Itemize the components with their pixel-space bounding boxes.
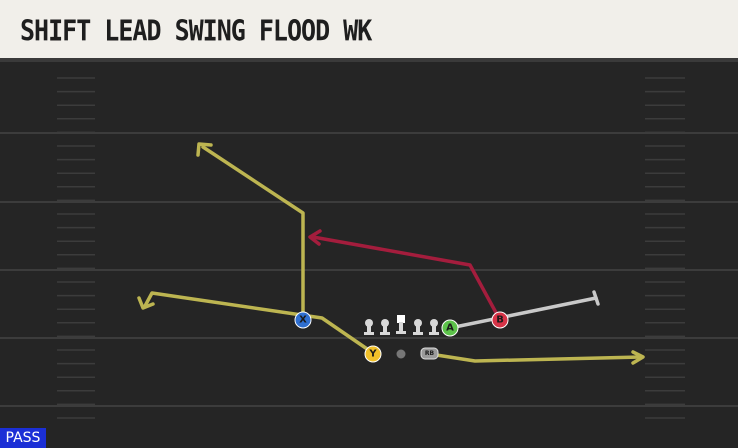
player-label: A [446,323,454,334]
lineman [364,319,374,335]
rb-route [428,352,642,363]
player-label: RB [425,350,435,357]
yard-lines [0,77,738,419]
lineman [413,319,423,335]
b-route [311,235,502,322]
player-label: Y [368,349,377,360]
lineman [380,319,390,335]
lineman [429,319,439,335]
rb-arrow [631,350,645,365]
center [396,315,406,334]
y-arrow [137,296,155,310]
player-y [364,345,382,363]
header: SHIFT LEAD SWING FLOOD WK [0,0,738,62]
player-b [491,311,509,329]
line [364,315,439,359]
a-route [448,296,598,330]
players: X Y A B RB [294,311,509,363]
player-label: B [496,315,504,326]
player-label: X [299,315,307,326]
x-arrow [196,142,213,157]
player-x [294,311,312,329]
x-route [201,145,305,322]
player-rb [420,347,439,360]
b-arrow [308,229,322,246]
y-route [143,291,375,355]
qb [396,349,406,359]
a-block [592,290,600,306]
player-a [441,319,459,337]
play-type: PASS [0,428,46,448]
title: SHIFT LEAD SWING FLOOD WK [20,14,372,48]
routes [137,142,645,365]
